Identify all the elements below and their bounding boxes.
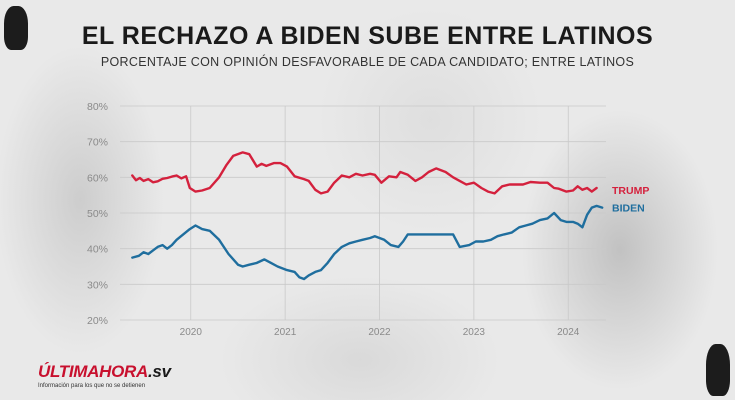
brand-logo: ÚLTIMAHORA.sv Información para los que n… [38, 362, 171, 389]
y-tick-label: 20% [87, 315, 108, 327]
x-tick-label: 2022 [368, 327, 391, 338]
x-tick-label: 2020 [180, 327, 203, 338]
logo-tagline: Información para los que no se detienen [38, 383, 146, 389]
y-tick-label: 30% [87, 279, 108, 291]
x-tick-label: 2021 [274, 327, 297, 338]
background-figure-left [4, 6, 28, 50]
x-tick-label: 2023 [463, 327, 486, 338]
series-label-biden: BIDEN [612, 203, 645, 215]
y-tick-label: 40% [87, 244, 108, 256]
y-tick-label: 60% [87, 172, 108, 184]
x-tick-label: 2024 [557, 327, 580, 338]
chart-title: EL RECHAZO A BIDEN SUBE ENTRE LATINOS [81, 22, 654, 50]
y-tick-label: 80% [87, 101, 108, 113]
logo-wordmark: ÚLTIMAHORA [38, 362, 148, 381]
y-tick-label: 70% [87, 137, 108, 149]
chart-subtitle: PORCENTAJE CON OPINIÓN DESFAVORABLE DE C… [100, 55, 635, 69]
series-label-trump: TRUMP [612, 185, 649, 197]
series-line-trump [131, 151, 598, 195]
series-line-biden [131, 204, 604, 281]
y-tick-label: 50% [87, 208, 108, 220]
background-figure-right [706, 344, 730, 396]
logo-domain: .sv [148, 362, 171, 381]
